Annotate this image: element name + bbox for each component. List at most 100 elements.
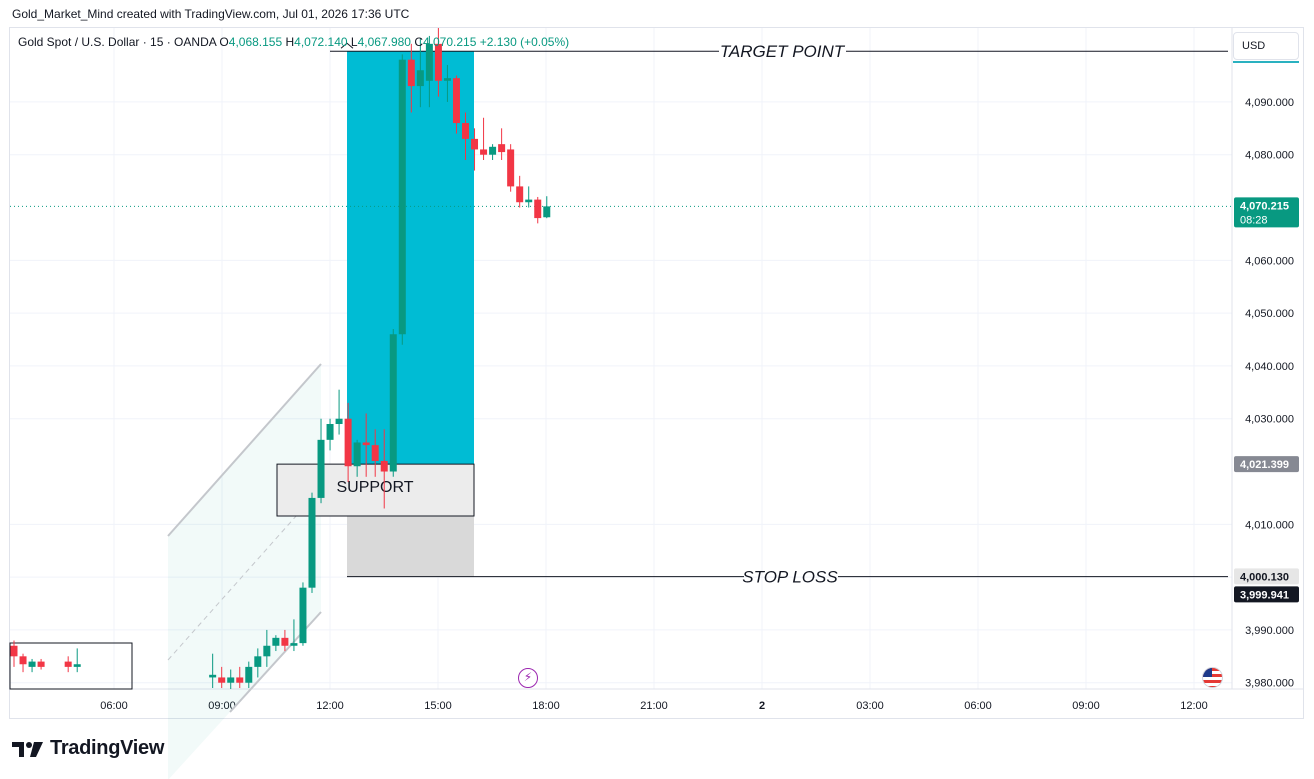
legend-symbol: Gold Spot / U.S. Dollar · 15 · OANDA: [18, 35, 217, 49]
current-price-tag-text: 08:28: [1240, 214, 1268, 226]
candle: [254, 648, 262, 678]
stop-label: STOP LOSS: [742, 568, 838, 587]
candle-body: [443, 78, 451, 81]
candle: [380, 429, 388, 509]
candle: [299, 582, 307, 646]
tradingview-logo[interactable]: TradingView: [12, 737, 164, 760]
candle-body: [362, 442, 370, 446]
candle: [236, 666, 244, 688]
candle-body: [525, 199, 533, 203]
candle: [362, 413, 370, 477]
candle-body: [254, 656, 262, 667]
candle: [227, 669, 235, 689]
legend-close-label: C: [414, 35, 423, 49]
x-tick-label: 06:00: [100, 700, 128, 712]
candle: [452, 75, 460, 134]
legend-open-label: O: [219, 35, 229, 49]
lightning-icon[interactable]: ⚡: [518, 668, 538, 688]
candle: [28, 658, 36, 673]
candle: [281, 629, 289, 652]
x-tick-label: 09:00: [208, 700, 236, 712]
chart-frame[interactable]: [9, 27, 1304, 719]
candle-body: [245, 666, 253, 683]
candle-body: [452, 78, 460, 124]
candle: [272, 635, 280, 652]
candle: [290, 619, 298, 652]
candle-body: [462, 123, 469, 139]
candle-body: [353, 442, 361, 467]
candle: [389, 328, 397, 477]
candle-body: [534, 199, 542, 219]
candle-body: [489, 146, 497, 155]
x-tick-label: 12:00: [1180, 700, 1208, 712]
candle-body: [308, 497, 316, 588]
candle-body: [299, 587, 307, 644]
y-tick-label: 4,080.000: [1245, 150, 1294, 162]
candle: [534, 196, 542, 224]
channel-upper: [167, 363, 322, 537]
candle: [344, 402, 352, 483]
candle-body: [335, 418, 343, 424]
candle: [543, 196, 551, 219]
grid-lines: [10, 28, 1232, 689]
y-tick-label: 4,090.000: [1245, 97, 1294, 109]
x-tick-label: 15:00: [424, 700, 452, 712]
candles: [10, 28, 551, 689]
candle: [317, 418, 325, 504]
x-tick-label: 12:00: [316, 700, 344, 712]
entry-price-tag-bg: [1234, 456, 1299, 473]
support-label: SUPPORT: [336, 479, 413, 496]
y-tick-label: 4,010.000: [1245, 519, 1294, 531]
candle-body: [10, 645, 18, 657]
candle-body: [209, 674, 217, 678]
stop-price-tag-text: 4,000.130: [1240, 571, 1289, 583]
candle-body: [227, 677, 235, 683]
candle: [37, 658, 45, 670]
current-price-tag-bg: [1234, 197, 1299, 228]
candle: [10, 640, 18, 667]
currency-underline: [1233, 61, 1299, 63]
y-tick-label: 4,050.000: [1245, 308, 1294, 320]
stop-price-tag: 4,000.130: [1234, 568, 1299, 585]
candle: [507, 144, 515, 192]
crosshair-price-tag: 3,999.941: [1234, 586, 1299, 603]
channel-fill: [168, 364, 321, 779]
x-tick-label: 03:00: [856, 700, 884, 712]
legend-low: 4,067.980: [357, 35, 411, 49]
candle-body: [272, 637, 280, 646]
channel-mid: [167, 487, 322, 661]
candle: [489, 144, 497, 160]
candle-body: [218, 677, 226, 683]
candle: [516, 175, 524, 208]
candle-body: [516, 186, 524, 203]
candle: [263, 629, 271, 667]
current-price-tag-text: 4,070.215: [1240, 200, 1289, 212]
candle: [398, 54, 406, 345]
currency-button[interactable]: USD: [1233, 32, 1299, 60]
candle: [245, 661, 253, 688]
selection-box: [9, 642, 133, 690]
candle-body: [64, 661, 72, 667]
candle-body: [344, 418, 352, 467]
candle: [498, 128, 506, 160]
candle: [19, 653, 27, 673]
candle: [209, 653, 217, 688]
candle-body: [434, 43, 442, 81]
x-tick-label: 2: [759, 700, 765, 712]
legend-low-label: L: [350, 35, 358, 49]
candle-body: [281, 637, 289, 646]
candle: [308, 492, 316, 593]
us-flag-icon[interactable]: [1202, 667, 1223, 688]
candle-body: [73, 664, 81, 667]
tradingview-logo-icon: [12, 741, 43, 757]
candle: [218, 666, 226, 688]
legend-close: 4,070.215: [423, 35, 477, 49]
candle-body: [471, 138, 479, 150]
candle-body: [326, 424, 334, 440]
candle-body: [398, 59, 406, 335]
candle-body: [407, 59, 415, 87]
candle: [462, 112, 469, 160]
candle: [425, 35, 433, 108]
current-price-tag: 4,070.215 08:28: [1234, 197, 1299, 228]
